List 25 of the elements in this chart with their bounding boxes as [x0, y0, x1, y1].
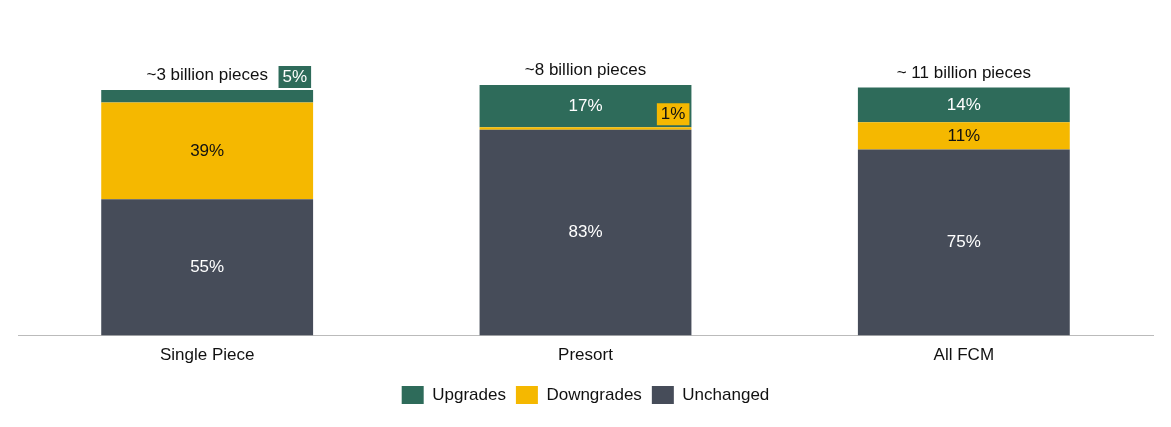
annotation: ~ 11 billion pieces	[896, 62, 1032, 82]
legend-label: Unchanged	[682, 384, 770, 404]
data-label: 1%	[660, 103, 686, 123]
bar	[101, 199, 314, 336]
annotation: ~8 billion pieces	[524, 60, 647, 80]
data-label: 14%	[946, 94, 981, 114]
data-label: 75%	[946, 232, 981, 252]
data-label: 5%	[282, 66, 308, 86]
bar	[857, 122, 1070, 150]
data-label: 55%	[190, 257, 225, 277]
legend-label: Downgrades	[546, 384, 642, 404]
bar	[101, 102, 314, 200]
x-tick-label: Single Piece	[159, 345, 255, 365]
data-label: 83%	[568, 222, 603, 242]
annotation: ~3 billion pieces	[146, 65, 268, 85]
data-label: 17%	[568, 95, 603, 115]
x-tick-label: All FCM	[933, 345, 995, 365]
legend-label: Upgrades	[432, 384, 506, 404]
data-label: 11%	[947, 125, 981, 145]
bar	[479, 85, 692, 128]
x-tick-label: Presort	[558, 345, 614, 365]
data-label: 39%	[190, 140, 225, 160]
bar	[857, 149, 1070, 336]
bar	[479, 129, 692, 336]
bar	[857, 87, 1070, 123]
